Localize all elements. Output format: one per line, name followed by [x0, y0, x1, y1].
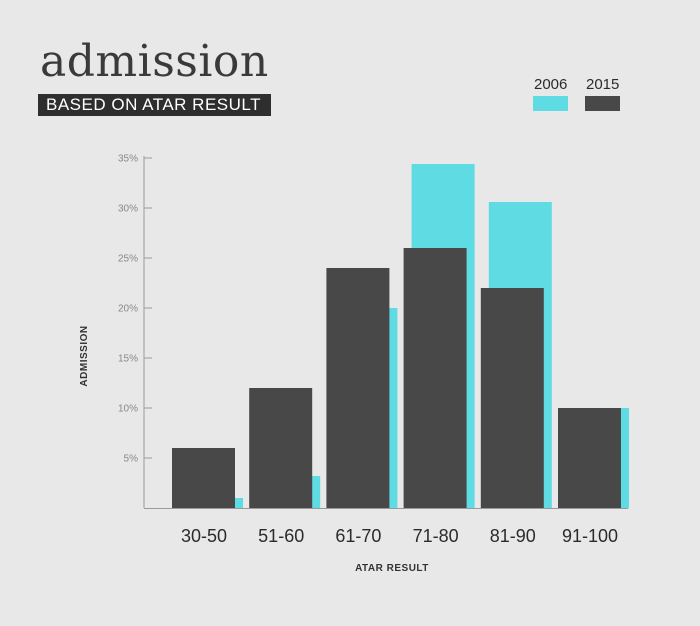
- y-tick-label: 10%: [118, 404, 138, 415]
- bar-2015-51-60: [249, 388, 313, 508]
- bars: [172, 164, 629, 508]
- x-axis-label: ATAR RESULT: [355, 563, 429, 574]
- y-axis: 5% 10% 15% 20% 25% 30% 35% ADMISSION: [79, 154, 152, 508]
- y-tick-label: 5%: [124, 454, 139, 465]
- x-tick-label: 71-80: [413, 526, 459, 546]
- legend-label-2015: 2015: [586, 76, 619, 93]
- chart-title: admission: [40, 36, 269, 87]
- bar-2015-30-50: [172, 448, 235, 508]
- x-tick-label: 30-50: [181, 526, 227, 546]
- bar-2015-71-80: [403, 248, 467, 508]
- chart-subtitle: BASED ON ATAR RESULT: [38, 94, 271, 116]
- x-tick-label: 51-60: [258, 526, 304, 546]
- y-axis-label: ADMISSION: [79, 325, 90, 386]
- legend: 2006 2015: [533, 76, 620, 111]
- bar-2015-61-70: [326, 268, 390, 508]
- y-tick-label: 30%: [118, 204, 138, 215]
- x-tick-label: 91-100: [562, 526, 618, 546]
- y-tick-label: 25%: [118, 254, 138, 265]
- legend-swatch-2006: [533, 96, 568, 111]
- y-tick-label: 20%: [118, 304, 138, 315]
- x-tick-label: 81-90: [490, 526, 536, 546]
- y-tick-label: 35%: [118, 154, 138, 165]
- y-tick-label: 15%: [118, 354, 138, 365]
- bar-2015-91-100: [558, 408, 621, 508]
- legend-label-2006: 2006: [534, 76, 567, 93]
- x-axis: 30-50 51-60 61-70 71-80 81-90 91-100 ATAR RESU…: [144, 508, 628, 574]
- x-tick-label: 61-70: [335, 526, 381, 546]
- bar-2015-81-90: [480, 288, 544, 508]
- legend-swatch-2015: [585, 96, 620, 111]
